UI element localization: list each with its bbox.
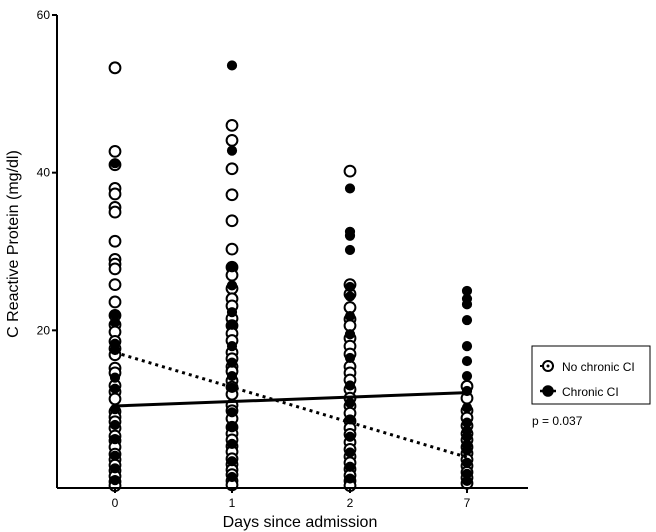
data-point-chronic-ci [226, 341, 238, 352]
data-point-no-chronic-ci [108, 187, 122, 201]
data-point-chronic-ci [344, 397, 356, 408]
data-point-chronic-ci [461, 385, 473, 397]
data-point-no-chronic-ci [108, 61, 122, 75]
data-point-no-chronic-ci [225, 118, 239, 132]
data-point-chronic-ci [109, 383, 121, 394]
x-tick-label: 0 [112, 496, 119, 510]
series-chronic-ci [109, 60, 473, 487]
data-point-chronic-ci [226, 357, 238, 368]
data-point-no-chronic-ci [108, 392, 122, 406]
data-point-no-chronic-ci [108, 262, 122, 276]
data-point-chronic-ci [226, 307, 238, 318]
x-tick-label: 1 [229, 496, 236, 510]
data-point-no-chronic-ci [225, 162, 239, 176]
legend-label-chronic-ci: Chronic CI [562, 385, 619, 399]
data-point-no-chronic-ci [108, 234, 122, 248]
data-point-chronic-ci [226, 382, 238, 393]
data-point-chronic-ci [109, 475, 121, 486]
data-point-no-chronic-ci [225, 214, 239, 228]
legend-item-no-chronic-ci: No chronic CI [540, 360, 635, 374]
data-point-chronic-ci [461, 402, 473, 413]
legend-box [531, 345, 651, 405]
data-point-chronic-ci [344, 311, 356, 322]
data-point-chronic-ci [461, 475, 473, 487]
data-point-chronic-ci [461, 314, 473, 326]
data-point-no-chronic-ci [108, 205, 122, 219]
data-point-no-chronic-ci [108, 278, 122, 292]
data-point-chronic-ci [344, 291, 356, 302]
data-point-chronic-ci [109, 434, 121, 445]
trend-line-chronic-ci [114, 391, 468, 408]
data-point-chronic-ci [344, 447, 356, 458]
data-point-chronic-ci [344, 352, 356, 364]
data-point-no-chronic-ci [225, 188, 239, 202]
data-point-no-chronic-ci [225, 242, 239, 256]
data-point-chronic-ci [226, 370, 238, 382]
data-point-no-chronic-ci [343, 164, 357, 178]
x-ticks: 0 1 2 7 [112, 488, 471, 510]
y-tick-label: 40 [37, 166, 51, 180]
data-point-chronic-ci [226, 422, 238, 433]
legend-marker-filled-circle [542, 385, 554, 397]
legend-item-chronic-ci: Chronic CI [540, 385, 619, 399]
y-axis-label: C Reactive Protein (mg/dl) [5, 150, 22, 338]
data-point-chronic-ci [344, 461, 356, 472]
data-point-chronic-ci [226, 280, 238, 291]
data-point-chronic-ci [344, 380, 356, 391]
y-tick-label: 20 [37, 323, 51, 337]
data-point-chronic-ci [226, 60, 238, 71]
data-point-chronic-ci [226, 145, 238, 156]
data-point-chronic-ci [461, 355, 473, 367]
data-point-chronic-ci [226, 319, 238, 330]
data-point-chronic-ci [109, 463, 121, 474]
data-point-chronic-ci [226, 471, 238, 483]
data-point-chronic-ci [344, 431, 356, 442]
data-point-chronic-ci [109, 158, 121, 169]
data-point-no-chronic-ci [225, 133, 239, 147]
legend-label-no-chronic-ci: No chronic CI [562, 360, 635, 374]
data-point-no-chronic-ci [108, 144, 122, 158]
data-point-chronic-ci [344, 244, 356, 256]
data-point-chronic-ci [109, 317, 121, 328]
x-tick-label: 7 [464, 496, 471, 510]
x-tick-label: 2 [347, 496, 354, 510]
data-point-chronic-ci [461, 457, 473, 468]
data-point-chronic-ci [109, 450, 121, 461]
data-point-chronic-ci [344, 329, 356, 340]
plot-area [108, 60, 474, 493]
data-point-chronic-ci [226, 438, 238, 449]
data-point-chronic-ci [344, 183, 356, 194]
data-point-chronic-ci [344, 230, 356, 241]
x-axis-label: Days since admission [223, 514, 378, 531]
data-point-no-chronic-ci [108, 295, 122, 309]
data-point-chronic-ci [461, 341, 473, 352]
data-point-chronic-ci [226, 456, 238, 467]
y-tick-label: 60 [37, 8, 51, 22]
data-point-chronic-ci [461, 370, 473, 382]
data-point-chronic-ci [109, 419, 121, 431]
data-point-chronic-ci [461, 445, 473, 456]
data-point-chronic-ci [344, 281, 356, 293]
data-point-chronic-ci [461, 299, 473, 310]
data-point-chronic-ci [226, 262, 238, 273]
data-point-chronic-ci [344, 473, 356, 484]
data-point-chronic-ci [226, 407, 238, 418]
legend: No chronic CI Chronic CI [531, 345, 651, 405]
trend-line-no-chronic-ci [114, 350, 468, 459]
series-no-chronic-ci [108, 61, 474, 493]
data-point-chronic-ci [109, 372, 121, 383]
p-value-annotation: p = 0.037 [532, 414, 583, 428]
axes: 20 40 60 0 1 2 7 C Reactive Protein (mg/dl) D… [5, 8, 528, 531]
y-ticks: 20 40 60 [37, 8, 57, 337]
